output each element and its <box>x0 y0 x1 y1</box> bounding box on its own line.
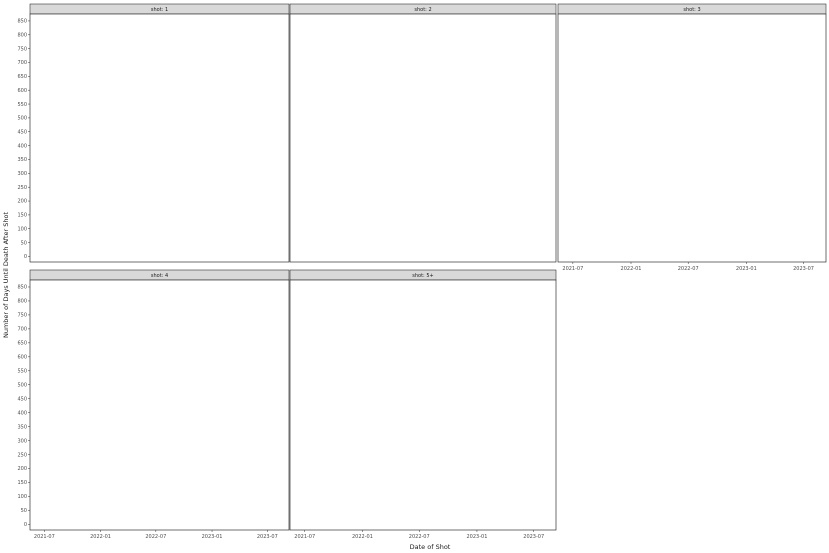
y-tick-label: 150 <box>17 213 27 219</box>
y-tick-label: 450 <box>17 129 27 135</box>
facet-strip-label: shot: 1 <box>151 7 168 13</box>
y-tick-label: 50 <box>21 240 27 246</box>
facet-panel: shot: 2 <box>289 3 557 263</box>
y-tick-label: 850 <box>17 19 27 25</box>
panel-border <box>289 13 557 263</box>
y-tick-label: 300 <box>17 171 27 177</box>
y-tick-label: 350 <box>17 157 27 163</box>
y-tick-label: 600 <box>17 88 27 94</box>
panels-layer: shot: 1 0 50 100 150 200 250 300 350 400 450 500 550… <box>17 3 827 540</box>
facet-strip-label: shot: 3 <box>683 7 700 13</box>
y-tick-label: 500 <box>17 116 27 122</box>
y-tick-label: 0 <box>24 254 27 260</box>
panel-border <box>29 13 290 263</box>
y-tick-label: 800 <box>17 32 27 38</box>
y-tick-label: 700 <box>17 60 27 66</box>
y-tick-label: 250 <box>17 185 27 191</box>
facet-panel: shot: 1 0 50 100 150 200 250 300 350 400 450 500 550… <box>17 3 290 263</box>
y-tick-label: 550 <box>17 102 27 108</box>
y-tick-label: 400 <box>17 143 27 149</box>
y-tick-label: 650 <box>17 74 27 80</box>
y-tick-label: 100 <box>17 226 27 232</box>
y-tick-label: 200 <box>17 199 27 205</box>
facet-strip-label: shot: 2 <box>414 7 431 13</box>
y-tick-label: 750 <box>17 46 27 52</box>
